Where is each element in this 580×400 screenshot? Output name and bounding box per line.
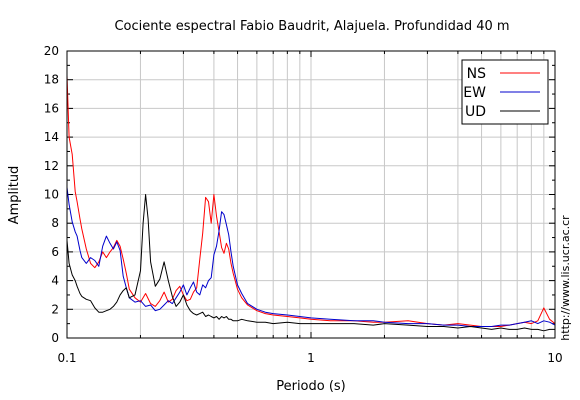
y-axis-label: Amplitud [7,166,22,225]
y-tick-label: 18 [44,73,59,87]
legend-label-ew: EW [463,85,486,101]
x-axis-label: Periodo (s) [276,379,346,394]
axis-ticks: 0 2 4 6 8 10 12 14 16 18 20 0.1 1 10 [44,44,563,365]
grid [67,51,555,338]
x-tick-label: 10 [547,351,562,365]
legend-label-ns: NS [467,66,486,82]
plot-frame [66,50,556,339]
series-line-ew [66,187,556,327]
y-tick-label: 6 [51,245,59,259]
y-tick-label: 4 [51,274,59,288]
source-url: http://www.lis.ucr.ac.cr [559,215,572,341]
series-line-ud [66,194,555,332]
series-lines [66,75,556,332]
y-tick-label: 14 [44,130,59,144]
y-tick-label: 8 [51,216,59,230]
x-tick-label: 0.1 [57,351,76,365]
y-tick-label: 0 [51,331,59,345]
y-tick-label: 10 [44,188,59,202]
y-tick-label: 2 [51,302,59,316]
y-tick-label: 12 [44,159,59,173]
x-tick-label: 1 [307,351,315,365]
chart-title: Cociente espectral Fabio Baudrit, Alajue… [114,19,509,34]
legend-label-ud: UD [465,104,486,120]
legend: NS EW UD [461,59,549,125]
y-tick-label: 20 [44,44,59,58]
y-tick-label: 16 [44,101,59,115]
